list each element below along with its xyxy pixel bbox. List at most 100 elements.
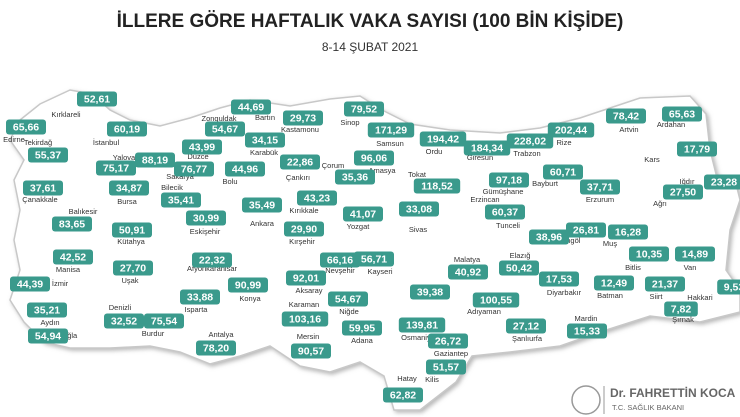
rate-box — [383, 387, 423, 403]
province-name: Bilecik — [161, 183, 183, 192]
rate-box — [645, 276, 685, 292]
rate-box — [104, 313, 144, 329]
rate-box — [398, 317, 446, 333]
case-rate: 75,17 — [103, 162, 129, 174]
case-rate: 78,20 — [203, 342, 229, 354]
case-rate: 59,95 — [349, 322, 375, 334]
case-rate: 76,77 — [181, 163, 207, 175]
province-name: Hatay — [397, 374, 417, 383]
case-rate: 103,16 — [289, 313, 321, 325]
case-rate: 29,73 — [290, 112, 316, 124]
rate-box — [135, 152, 175, 168]
case-rate: 34,87 — [116, 182, 142, 194]
province-name: Siirt — [650, 292, 664, 301]
case-rate: 184,34 — [471, 142, 503, 154]
case-rate: 44,96 — [232, 163, 258, 175]
province-name: Afyonkarahisar — [187, 264, 238, 273]
province-name: Aydın — [40, 318, 59, 327]
case-rate: 9,53 — [724, 281, 740, 293]
rate-box — [112, 222, 152, 238]
rate-box — [28, 147, 68, 163]
case-rate: 65,63 — [669, 108, 695, 120]
province-name: Ardahan — [657, 120, 685, 129]
province-name: Kırklareli — [51, 110, 81, 119]
province-name: Osmaniye — [401, 333, 435, 342]
province-name: Artvin — [619, 125, 638, 134]
rate-box — [608, 224, 648, 240]
case-rate: 66,16 — [327, 254, 353, 266]
case-rate: 54,67 — [212, 123, 238, 135]
case-rate: 228,02 — [514, 135, 546, 147]
case-rate: 43,23 — [304, 192, 330, 204]
case-rate: 22,86 — [287, 156, 313, 168]
rate-box — [144, 313, 184, 329]
rate-box — [186, 210, 226, 226]
province-name: Bayburt — [532, 179, 559, 188]
case-rate: 30,99 — [193, 212, 219, 224]
province-name: Muş — [603, 239, 617, 248]
case-rate: 44,69 — [238, 101, 264, 113]
province-name: Batman — [597, 291, 623, 300]
rate-box — [281, 311, 329, 327]
rate-box — [567, 323, 607, 339]
case-rate: 118,52 — [421, 180, 453, 192]
rate-box — [529, 229, 569, 245]
province-name: Bartın — [255, 113, 275, 122]
rate-box — [161, 192, 201, 208]
province-name: Trabzon — [513, 149, 540, 158]
rate-box — [245, 132, 285, 148]
case-rate: 27,70 — [120, 262, 146, 274]
case-rate: 37,61 — [30, 182, 56, 194]
case-rate: 26,81 — [573, 224, 599, 236]
case-rate: 27,12 — [513, 320, 539, 332]
case-rate: 51,57 — [433, 361, 459, 373]
rate-box — [399, 201, 439, 217]
rate-box — [96, 160, 136, 176]
case-rate: 60,37 — [492, 206, 518, 218]
province-name: Bitlis — [625, 263, 641, 272]
case-rate: 26,72 — [435, 335, 461, 347]
province-name: Mersin — [297, 332, 320, 341]
case-rate: 7,82 — [671, 303, 692, 315]
case-rate: 65,66 — [13, 121, 39, 133]
case-rate: 35,36 — [342, 171, 368, 183]
case-rate: 88,19 — [142, 154, 168, 166]
case-rate: 54,67 — [335, 293, 361, 305]
province-name: Rize — [556, 138, 571, 147]
province-name: Karabük — [250, 148, 278, 157]
rate-box — [113, 260, 153, 276]
rate-box — [77, 91, 117, 107]
case-rate: 33,88 — [187, 291, 213, 303]
rate-box — [566, 222, 606, 238]
rate-box — [367, 122, 415, 138]
province-name: Kırıkkale — [289, 206, 318, 215]
province-name: Tunceli — [496, 221, 520, 230]
province-name: Düzce — [187, 152, 208, 161]
rate-box — [174, 161, 214, 177]
province-name: Niğde — [339, 307, 359, 316]
province-name: Şanlıurfa — [512, 334, 543, 343]
footer-role: T.C. SAĞLIK BAKANI — [612, 403, 684, 412]
rate-box — [6, 119, 46, 135]
case-rate: 194,42 — [427, 133, 459, 145]
province-name: Zonguldak — [201, 114, 236, 123]
province-name: Bingöl — [560, 236, 581, 245]
case-rate: 17,53 — [546, 273, 572, 285]
rate-box — [196, 340, 236, 356]
rate-box — [539, 271, 579, 287]
province-name: Erzincan — [470, 195, 499, 204]
case-rate: 14,89 — [682, 248, 708, 260]
rate-box — [28, 328, 68, 344]
rate-box — [10, 276, 50, 292]
rate-box — [485, 204, 525, 220]
case-rate: 171,29 — [375, 124, 407, 136]
rate-box — [280, 154, 320, 170]
case-rate: 43,99 — [189, 141, 215, 153]
province-name: Çankırı — [286, 173, 310, 182]
rate-box — [428, 333, 468, 349]
province-name: Kayseri — [367, 267, 392, 276]
rate-box — [283, 110, 323, 126]
province-name: Edirne — [3, 135, 25, 144]
case-rate: 35,21 — [34, 304, 60, 316]
